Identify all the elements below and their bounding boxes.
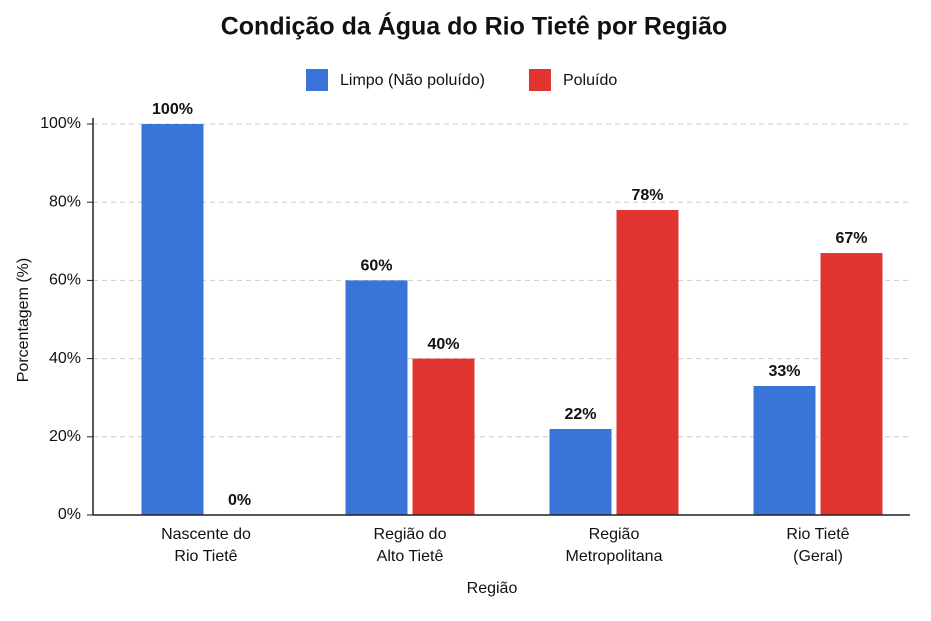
value-label: 78% xyxy=(631,187,663,204)
value-label: 40% xyxy=(427,336,459,353)
legend-label: Poluído xyxy=(563,72,617,89)
x-tick-label: Nascente do xyxy=(161,526,251,543)
bar xyxy=(141,124,204,515)
value-label: 22% xyxy=(564,406,596,423)
y-axis-label: Porcentagem (%) xyxy=(15,258,32,383)
bar xyxy=(616,210,679,515)
value-label: 0% xyxy=(228,492,251,509)
legend-swatch xyxy=(528,69,551,91)
chart-title: Condição da Água do Rio Tietê por Região xyxy=(221,12,728,41)
value-label: 67% xyxy=(835,230,867,247)
value-label: 33% xyxy=(768,363,800,380)
bar xyxy=(820,253,883,515)
x-tick-label: (Geral) xyxy=(793,548,843,565)
x-tick-label: Região do xyxy=(374,526,447,543)
value-label: 100% xyxy=(152,101,193,118)
bar xyxy=(345,280,408,515)
y-tick-label: 20% xyxy=(49,428,81,445)
y-tick-label: 60% xyxy=(49,272,81,289)
value-label: 60% xyxy=(360,258,392,275)
legend-label: Limpo (Não poluído) xyxy=(340,72,485,89)
legend-swatch xyxy=(306,69,328,91)
bar xyxy=(549,428,612,515)
y-tick-label: 40% xyxy=(49,350,81,367)
x-axis-label: Região xyxy=(467,580,518,597)
x-tick-label: Rio Tietê xyxy=(786,526,849,543)
y-tick-label: 80% xyxy=(49,193,81,210)
x-tick-label: Alto Tietê xyxy=(377,548,444,565)
bar xyxy=(753,385,816,515)
x-tick-label: Rio Tietê xyxy=(174,548,237,565)
bar xyxy=(412,358,475,515)
x-tick-label: Região xyxy=(589,526,640,543)
y-tick-label: 0% xyxy=(58,506,81,523)
x-tick-label: Metropolitana xyxy=(566,548,663,565)
y-tick-label: 100% xyxy=(40,115,81,132)
